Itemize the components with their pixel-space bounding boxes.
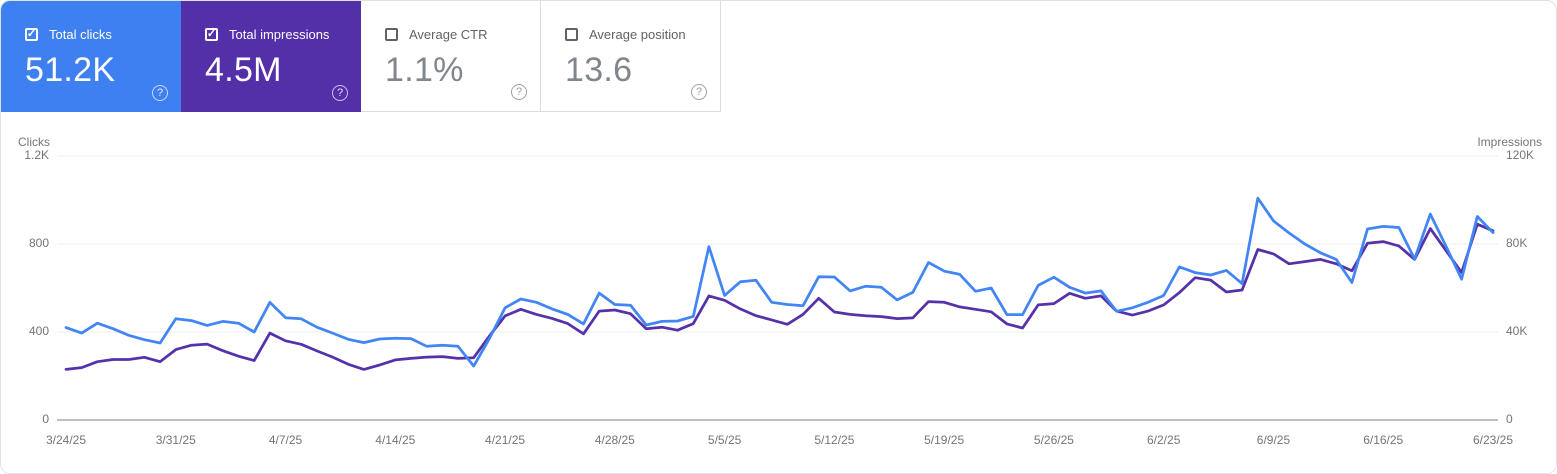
card-header: ✓ Total impressions bbox=[205, 27, 361, 42]
left-axis-tick-label: 0 bbox=[42, 412, 49, 426]
average-ctr-value: 1.1% bbox=[385, 51, 464, 89]
left-axis-title: Clicks bbox=[18, 135, 50, 149]
impressions-line-series bbox=[64, 222, 1495, 371]
metric-card-total-impressions[interactable]: ✓ Total impressions 4.5M ? bbox=[181, 1, 361, 112]
checkmark-icon: ✓ bbox=[206, 28, 217, 40]
right-axis-tick-label: 120K bbox=[1506, 148, 1535, 162]
x-axis-tick-label: 6/23/25 bbox=[1472, 433, 1514, 447]
metric-card-total-clicks[interactable]: ✓ Total clicks 51.2K ? bbox=[1, 1, 181, 112]
right-axis-tick-label: 40K bbox=[1506, 324, 1528, 338]
help-icon[interactable]: ? bbox=[691, 84, 707, 100]
x-axis-tick-label: 6/2/25 bbox=[1147, 433, 1181, 447]
x-axis-tick-label: 3/24/25 bbox=[45, 433, 87, 447]
help-icon[interactable]: ? bbox=[152, 85, 168, 101]
average-position-value: 13.6 bbox=[565, 51, 633, 89]
total-impressions-value: 4.5M bbox=[205, 51, 282, 89]
card-header: ✓ Total clicks bbox=[25, 27, 181, 42]
clicks-line-series bbox=[64, 196, 1495, 368]
average-ctr-checkbox[interactable] bbox=[385, 28, 398, 41]
total-clicks-value: 51.2K bbox=[25, 51, 116, 89]
help-icon[interactable]: ? bbox=[511, 84, 527, 100]
left-axis-tick-label: 1.2K bbox=[24, 148, 49, 162]
card-label: Average position bbox=[589, 27, 686, 42]
card-label: Total impressions bbox=[229, 27, 330, 42]
help-icon[interactable]: ? bbox=[332, 85, 348, 101]
average-position-checkbox[interactable] bbox=[565, 28, 578, 41]
total-clicks-checkbox[interactable]: ✓ bbox=[25, 28, 38, 41]
x-axis-tick-label: 5/12/25 bbox=[814, 433, 855, 447]
metric-card-average-ctr[interactable]: Average CTR 1.1% ? bbox=[361, 1, 541, 112]
x-axis-tick-label: 4/14/25 bbox=[375, 433, 416, 447]
card-label: Average CTR bbox=[409, 27, 488, 42]
x-axis-tick-label: 5/19/25 bbox=[924, 433, 965, 447]
x-axis-tick-label: 4/28/25 bbox=[594, 433, 635, 447]
x-axis-tick-label: 5/26/25 bbox=[1033, 433, 1074, 447]
checkmark-icon: ✓ bbox=[26, 28, 37, 40]
metric-card-average-position[interactable]: Average position 13.6 ? bbox=[541, 1, 721, 112]
chart-canvas[interactable] bbox=[1, 112, 1557, 474]
x-axis-tick-label: 3/31/25 bbox=[155, 433, 196, 447]
left-axis-tick-label: 400 bbox=[28, 324, 49, 338]
metric-cards-row: ✓ Total clicks 51.2K ? ✓ Total impressio… bbox=[1, 1, 1556, 112]
performance-chart: Clicks Impressions 0 0 400 40K 800 80K 1.2K 120… bbox=[1, 112, 1557, 474]
right-axis-tick-label: 80K bbox=[1506, 236, 1528, 250]
x-axis-tick-label: 4/21/25 bbox=[485, 433, 526, 447]
total-impressions-checkbox[interactable]: ✓ bbox=[205, 28, 218, 41]
right-axis-title: Impressions bbox=[1477, 135, 1542, 149]
left-axis-tick-label: 800 bbox=[28, 236, 49, 250]
x-axis-tick-label: 5/5/25 bbox=[707, 433, 742, 447]
x-axis-tick-label: 6/9/25 bbox=[1256, 433, 1291, 447]
x-axis-tick-label: 6/16/25 bbox=[1363, 433, 1404, 447]
card-header: Average position bbox=[565, 27, 720, 42]
card-header: Average CTR bbox=[385, 27, 540, 42]
x-axis-tick-label: 4/7/25 bbox=[268, 433, 303, 447]
right-axis-tick-label: 0 bbox=[1506, 412, 1513, 426]
card-label: Total clicks bbox=[49, 27, 112, 42]
